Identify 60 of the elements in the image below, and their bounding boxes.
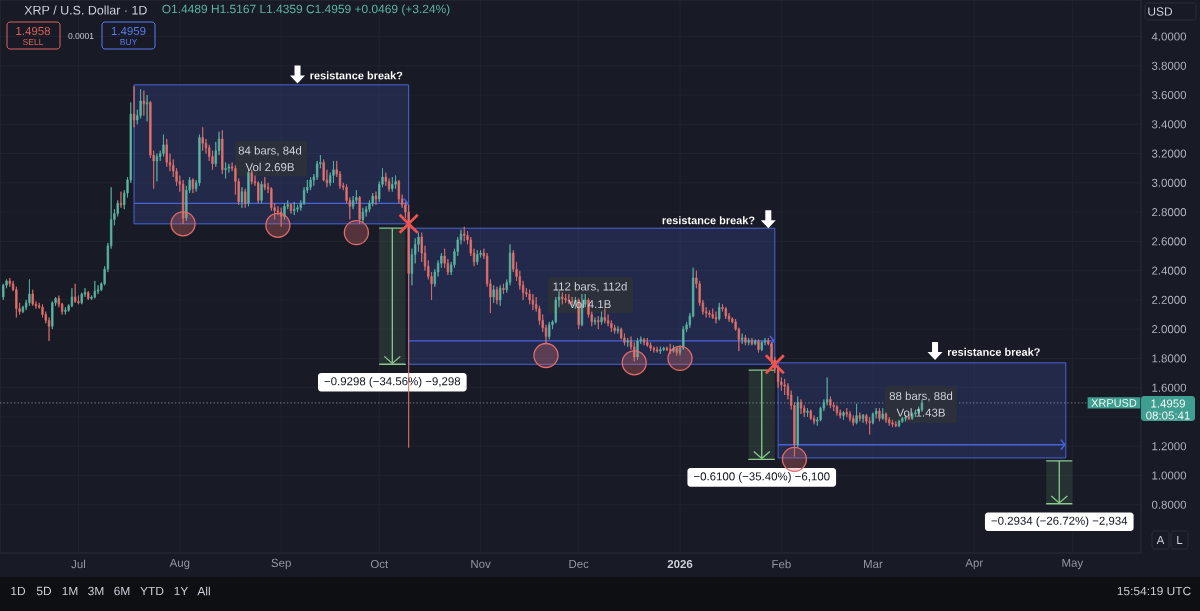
chart-title: XRP / U.S. Dollar · 1D: [24, 5, 147, 15]
annotation: 88 bars, 88d: [889, 391, 953, 402]
y-tick-label: 1.6000: [1152, 383, 1187, 392]
text: 5D: [36, 586, 52, 596]
x-tick-label: Oct: [370, 559, 389, 569]
annotation: 84 bars, 84d: [238, 146, 302, 156]
y-tick-label: 0.8000: [1151, 500, 1187, 509]
data-label: −0.6100 (−35.40%) −6,100: [694, 472, 830, 483]
x-tick-label: Jul: [71, 559, 86, 569]
text: All: [197, 586, 210, 596]
y-tick-label: 2.0000: [1152, 325, 1187, 334]
text: 3M: [88, 586, 104, 596]
text: L: [1177, 536, 1183, 544]
y-tick-label: 2.4000: [1152, 266, 1187, 275]
x-tick-label: Apr: [965, 558, 983, 570]
text: 1M: [62, 586, 78, 596]
data-label: −0.9298 (−34.56%) −9,298: [324, 376, 461, 388]
x-tick-label: 2026: [667, 559, 693, 569]
x-tick-label: Dec: [569, 560, 589, 568]
x-tick-label: Feb: [772, 559, 791, 569]
annotation: Vol 2.69B: [245, 162, 294, 172]
text: 1D: [11, 586, 26, 596]
annotation: resistance break?: [662, 216, 755, 225]
ref-line-label: XRPUSD: [1091, 399, 1137, 407]
text: 08:05:41: [1146, 411, 1190, 420]
annotation: 1.4959: [111, 26, 146, 36]
y-tick-label: 2.2000: [1152, 295, 1187, 304]
text: 1.4959: [1151, 399, 1185, 408]
y-tick-label: 3.6000: [1151, 91, 1187, 100]
annotation: resistance break?: [947, 347, 1040, 356]
y-tick-label: 1.8000: [1152, 354, 1187, 363]
x-tick-label: May: [1062, 558, 1084, 570]
x-tick-label: Mar: [863, 560, 883, 568]
y-tick-label: 1.2000: [1152, 442, 1187, 451]
annotation: 1.4958: [16, 26, 51, 36]
annotation: resistance break?: [310, 71, 403, 80]
y-tick-label: 2.8000: [1152, 208, 1187, 217]
y-tick-label: 2.6000: [1152, 237, 1187, 246]
text: 1Y: [174, 586, 189, 596]
chart-subtitle: O1.4489 H1.5167 L1.4359 C1.4959 +0.0469 (+3.24%): [162, 4, 450, 16]
data-label: −0.2934 (−26.72%) −2,934: [991, 516, 1128, 528]
annotation: SELL: [23, 39, 44, 45]
y-tick-label: 3.8000: [1151, 61, 1187, 70]
y-tick-label: 1.0000: [1152, 471, 1187, 480]
x-tick-label: Sep: [271, 558, 291, 570]
text: 15:54:19 UTC: [1117, 586, 1191, 596]
y-tick-label: 3.0000: [1151, 178, 1187, 187]
annotation: Vol 1.43B: [896, 408, 945, 417]
y-tick-label: 4.0000: [1151, 32, 1187, 41]
text: 6M: [114, 586, 130, 596]
y-tick-label: 3.4000: [1151, 120, 1187, 129]
text: YTD: [140, 586, 164, 596]
text: A: [1156, 536, 1165, 544]
annotation: BUY: [120, 39, 138, 45]
annotation: 0.0001: [68, 33, 94, 39]
annotation: 112 bars, 112d: [553, 282, 627, 292]
y-tick-label: 3.2000: [1151, 149, 1187, 158]
x-tick-label: Aug: [169, 558, 190, 570]
text: USD: [1148, 7, 1173, 16]
x-tick-label: Nov: [471, 560, 491, 568]
